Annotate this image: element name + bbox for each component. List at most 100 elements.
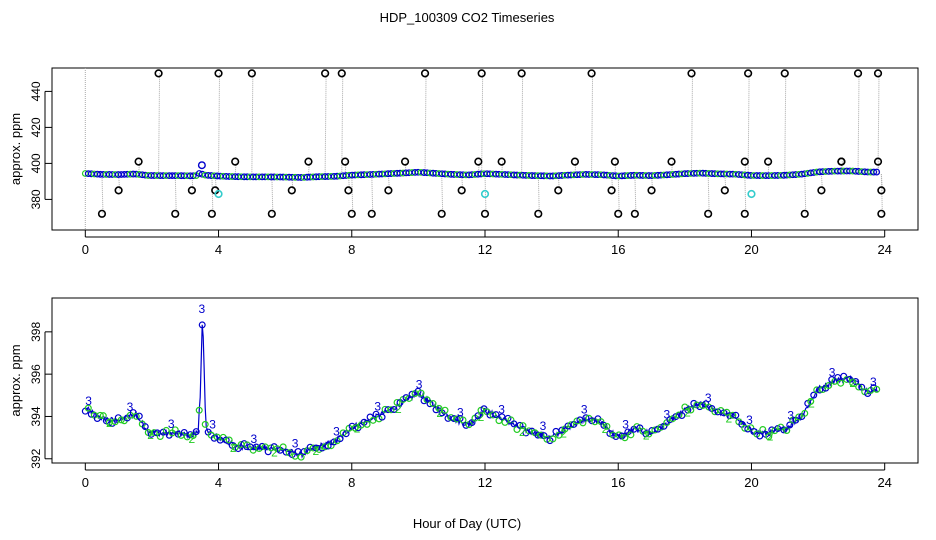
y-tick-label: 400 xyxy=(29,153,43,173)
y-axis-label: approx. ppm xyxy=(8,113,23,185)
series-3-marker: 3 xyxy=(581,403,588,417)
cal-point xyxy=(612,158,619,165)
cal-point xyxy=(289,187,296,194)
cal-point xyxy=(345,187,352,194)
series-3-marker: 3 xyxy=(705,391,712,405)
cal-point xyxy=(368,211,375,218)
cal-point xyxy=(305,158,312,165)
series-3-marker: 3 xyxy=(374,400,381,414)
cal-point xyxy=(668,158,675,165)
cal-point xyxy=(742,211,749,218)
series-2-marker: 2 xyxy=(684,406,691,420)
cal-trace xyxy=(745,174,746,214)
cal-trace xyxy=(635,174,636,214)
cal-point xyxy=(648,187,655,194)
cal-point xyxy=(348,211,355,218)
series-2-marker: 2 xyxy=(189,432,196,446)
series-2-marker: 2 xyxy=(147,428,154,442)
figure: HDP_100309 CO2 Timeseries 0 4 8 12 16 20 24380… xyxy=(0,0,936,540)
cal-trace xyxy=(159,73,160,174)
cal-point xyxy=(588,70,595,77)
cal-point xyxy=(249,70,256,77)
series-2-marker: 2 xyxy=(106,416,113,430)
cal-point xyxy=(478,70,485,77)
cal-trace xyxy=(235,162,236,175)
x-axis-label: Hour of Day (UTC) xyxy=(413,516,521,531)
series-3-marker: 3 xyxy=(457,406,464,420)
series-3-marker: 3 xyxy=(333,424,340,438)
cal-trace xyxy=(252,73,253,174)
cal-point xyxy=(422,70,429,77)
x-tick-label: 0 xyxy=(82,475,89,490)
y-tick-label: 394 xyxy=(29,406,43,426)
x-tick-label: 4 xyxy=(215,242,222,257)
cal-trace xyxy=(785,73,786,174)
series-point xyxy=(553,428,559,434)
cal-point xyxy=(482,211,489,218)
x-tick-label: 4 xyxy=(215,475,222,490)
x-tick-label: 8 xyxy=(348,242,355,257)
series-2-marker: 2 xyxy=(395,402,402,416)
cal-point xyxy=(572,158,579,165)
series-3-marker: 3 xyxy=(416,377,423,391)
cal-point xyxy=(518,70,525,77)
spike-marker: 3 xyxy=(199,302,206,316)
series-3-marker: 3 xyxy=(664,407,671,421)
series-2-marker: 2 xyxy=(354,421,361,435)
cal-trace xyxy=(212,174,213,214)
cal-point xyxy=(402,158,409,165)
cal-trace xyxy=(442,174,443,214)
series-line xyxy=(85,325,877,457)
x-tick-label: 16 xyxy=(611,475,625,490)
cal-point xyxy=(338,70,345,77)
x-tick-label: 12 xyxy=(478,242,492,257)
cal-trace xyxy=(308,162,309,175)
series-2-marker: 2 xyxy=(436,406,443,420)
cal-point xyxy=(155,70,162,77)
cal-trace xyxy=(175,174,176,214)
x-tick-label: 12 xyxy=(478,475,492,490)
x-tick-label: 20 xyxy=(744,242,758,257)
y-tick-label: 380 xyxy=(29,189,43,209)
x-tick-label: 8 xyxy=(348,475,355,490)
cal-point xyxy=(322,70,329,77)
cal-point xyxy=(765,158,772,165)
cal-point xyxy=(781,70,788,77)
cal-trace xyxy=(425,73,426,174)
cal-point xyxy=(458,187,465,194)
cal-point xyxy=(615,211,622,218)
y-tick-label: 440 xyxy=(29,81,43,101)
cal-trace xyxy=(325,73,326,174)
cal-trace xyxy=(618,174,619,214)
series-3-marker: 3 xyxy=(85,394,92,408)
cal-trace xyxy=(219,73,220,174)
series-2-marker: 2 xyxy=(478,410,485,424)
cal-point xyxy=(209,211,216,218)
x-tick-label: 24 xyxy=(877,242,891,257)
cal-trace xyxy=(352,174,353,214)
series-3-marker: 3 xyxy=(540,419,547,433)
series-3-marker: 3 xyxy=(251,432,258,446)
y-tick-label: 398 xyxy=(29,322,43,342)
cal-point xyxy=(705,211,712,218)
series-2-marker: 2 xyxy=(808,396,815,410)
cal-point xyxy=(172,211,179,218)
cal-point xyxy=(498,158,505,165)
series-3-marker: 3 xyxy=(209,418,216,432)
series-3-marker: 3 xyxy=(168,417,175,431)
series-2-marker: 2 xyxy=(271,445,278,459)
cal-point xyxy=(632,211,639,218)
series-point xyxy=(298,454,304,460)
series-3-marker: 3 xyxy=(870,375,877,389)
series-3-marker: 3 xyxy=(127,400,134,414)
series-2-marker: 2 xyxy=(519,425,526,439)
series-2-marker: 2 xyxy=(767,429,774,443)
series-3-marker: 3 xyxy=(829,366,836,380)
series-2-marker: 2 xyxy=(725,411,732,425)
plot-frame xyxy=(52,68,918,230)
cal-trace xyxy=(805,174,806,214)
series-2-marker: 2 xyxy=(230,441,237,455)
y-tick-label: 396 xyxy=(29,364,43,384)
bottom-panel: 0 4 8 12 16 20 24392394396398approx. ppm 323232… xyxy=(8,298,918,490)
cal-point xyxy=(818,187,825,194)
